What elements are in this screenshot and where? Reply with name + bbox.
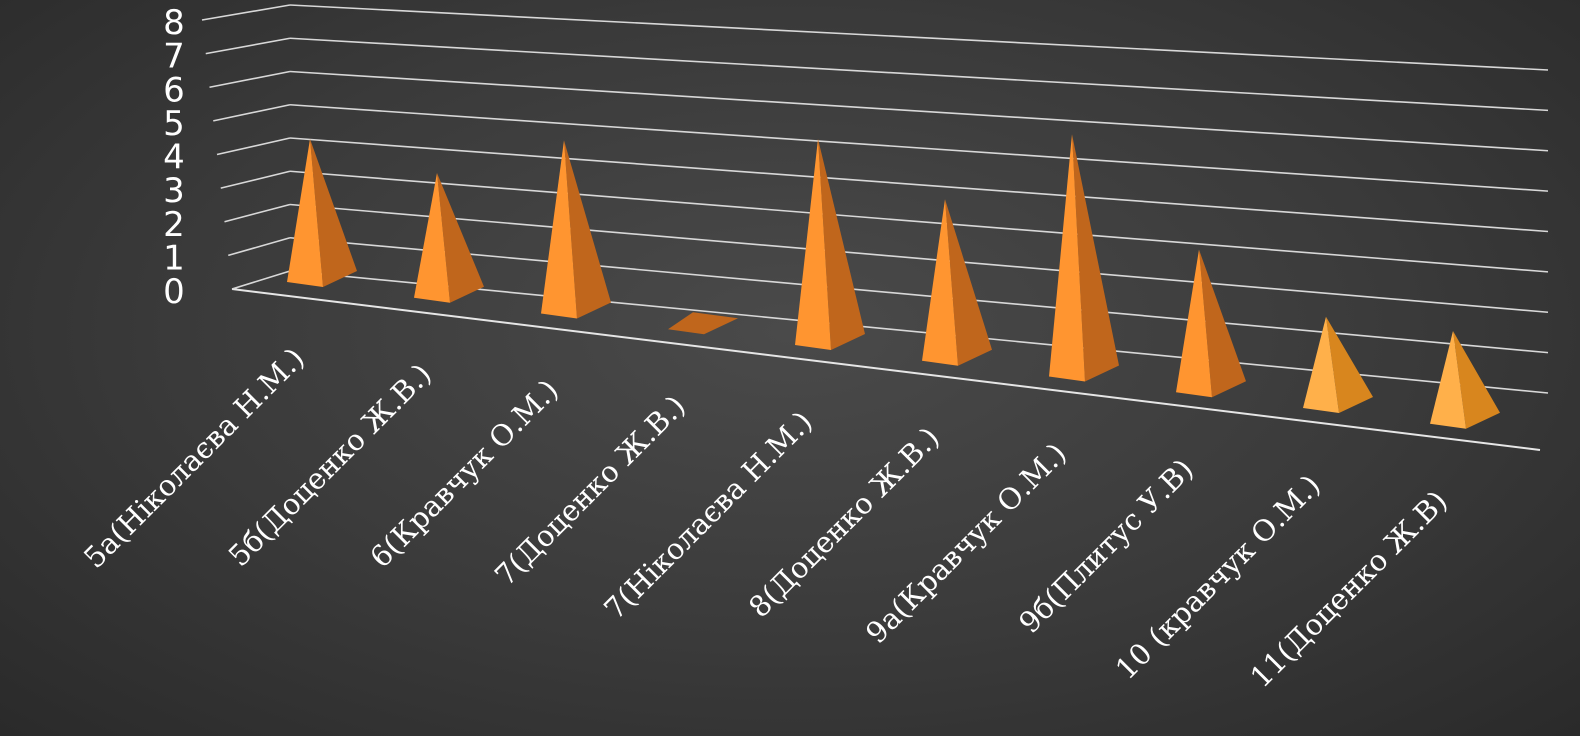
- gridline-back: [289, 170, 1549, 273]
- gridline-side: [201, 4, 291, 21]
- pyramid-front-face: [414, 172, 450, 303]
- pyramid-bar: [1303, 316, 1373, 413]
- pyramid-bar: [1176, 249, 1246, 398]
- y-tick-label: 6: [163, 70, 185, 110]
- y-tick-label: 7: [163, 37, 185, 77]
- gridline-side: [209, 70, 291, 89]
- pyramid-bar: [922, 199, 992, 366]
- pyramid-side-face: [945, 199, 992, 366]
- pyramid-front-face: [541, 140, 577, 319]
- pyramid-bar: [287, 139, 357, 287]
- pyramid-bars: [287, 134, 1500, 429]
- x-axis-ticks: 5а(Ніколаєва Н.М.)5б(Доценко Ж.В.)6(Крав…: [77, 341, 1454, 694]
- pyramid-bar: [1049, 134, 1119, 382]
- grid-layer: [201, 4, 1549, 451]
- pyramid-side-face: [1072, 134, 1119, 382]
- pyramid-side-face: [310, 139, 357, 287]
- pyramid-bar: [795, 138, 865, 350]
- gridline-back: [289, 203, 1549, 314]
- gridline-side: [224, 203, 291, 223]
- gridline-back: [289, 37, 1549, 112]
- pyramid-side-face: [818, 138, 865, 350]
- gridline-back: [289, 236, 1549, 354]
- pyramid-bar: [541, 140, 611, 319]
- y-tick-label: 2: [163, 205, 185, 245]
- floor-front-edge: [231, 288, 1541, 451]
- pyramid-side-face: [564, 140, 611, 319]
- gridline-side: [228, 236, 291, 257]
- y-tick-label: 5: [163, 104, 185, 144]
- y-tick-label: 4: [163, 138, 185, 178]
- y-tick-label: 8: [163, 3, 185, 43]
- pyramid-front-face: [1176, 249, 1212, 398]
- pyramid-base: [668, 312, 738, 335]
- pyramid-bar: [668, 312, 738, 335]
- gridline-back: [289, 4, 1549, 71]
- y-tick-label: 1: [163, 238, 185, 278]
- pyramid-side-face: [1453, 330, 1500, 429]
- pyramid-front-face: [1303, 316, 1339, 413]
- pyramid-side-face: [437, 172, 484, 303]
- gridline-side: [216, 137, 291, 156]
- pyramid-bar: [1430, 330, 1500, 429]
- pyramid-front-face: [1430, 330, 1466, 429]
- pyramid-bar: [414, 172, 484, 303]
- gridline-side: [205, 37, 291, 55]
- pyramid-front-face: [795, 138, 831, 350]
- gridline-side: [220, 170, 291, 189]
- pyramid-front-face: [287, 139, 323, 287]
- pyramid-front-face: [922, 199, 958, 366]
- gridline-side: [213, 103, 291, 122]
- gridline-side: [231, 270, 291, 290]
- y-tick-label: 0: [163, 272, 185, 312]
- pyramid-side-face: [1199, 249, 1246, 398]
- pyramid-front-face: [1049, 134, 1085, 382]
- y-tick-label: 3: [163, 171, 185, 211]
- gridline-back: [289, 70, 1549, 152]
- pyramid-side-face: [1326, 316, 1373, 413]
- gridline-back: [289, 137, 1549, 233]
- gridline-back: [289, 103, 1549, 192]
